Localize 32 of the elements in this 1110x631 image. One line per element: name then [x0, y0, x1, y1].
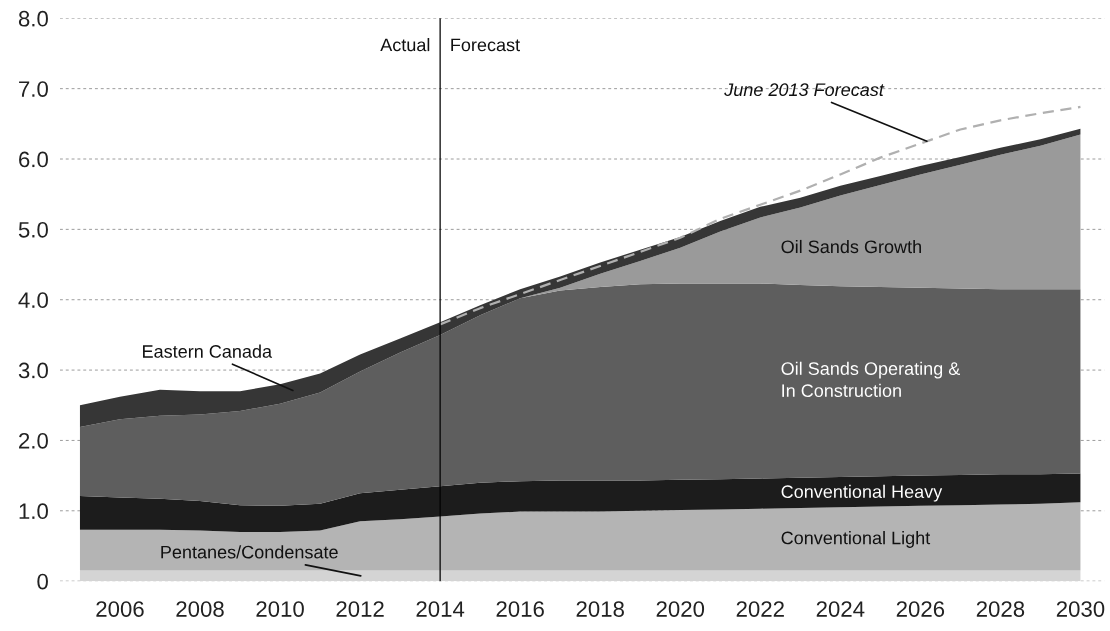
series-label: Oil Sands Operating & In Construction: [781, 361, 961, 398]
x-tick-label: 2014: [416, 601, 465, 617]
x-tick-label: 2010: [256, 601, 304, 617]
x-tick-label: 2026: [896, 601, 945, 617]
y-tick-label: 0: [37, 573, 48, 590]
text: June 2013 Forecast: [724, 83, 885, 97]
x-tick-label: 2024: [816, 601, 865, 617]
x-tick-label: 2020: [656, 601, 705, 617]
annotation: Forecast: [451, 38, 520, 52]
series-label: Conventional Light: [781, 531, 931, 548]
series-label: Oil Sands Growth: [781, 239, 921, 254]
y-tick-label: 6.0: [19, 151, 48, 168]
x-tick-label: 2022: [736, 601, 784, 617]
x-tick-label: 2008: [176, 601, 224, 617]
x-tick-label: 2006: [96, 601, 144, 617]
annotation: Actual: [380, 38, 430, 52]
y-tick-label: 1.0: [19, 503, 48, 520]
y-tick-label: 8.0: [18, 10, 48, 27]
x-tick-label: 2018: [576, 601, 624, 617]
x-tick-label: 2012: [336, 601, 384, 617]
y-tick-label: 7.0: [19, 81, 48, 97]
y-tick-label: 2.0: [19, 432, 48, 449]
series-label: Pentanes/Condensate: [161, 545, 338, 559]
line-series: [439, 105, 1082, 326]
y-tick-label: 5.0: [18, 221, 48, 238]
y-tick-label: 4.0: [18, 292, 48, 308]
y-tick-label: 3.0: [18, 362, 48, 379]
x-tick-label: 2016: [496, 601, 544, 617]
x-tick-label: 2028: [976, 601, 1025, 617]
series-label: Conventional Heavy: [781, 484, 943, 502]
series-label: Eastern Canada: [143, 344, 273, 358]
x-tick-label: 2030: [1056, 601, 1105, 617]
